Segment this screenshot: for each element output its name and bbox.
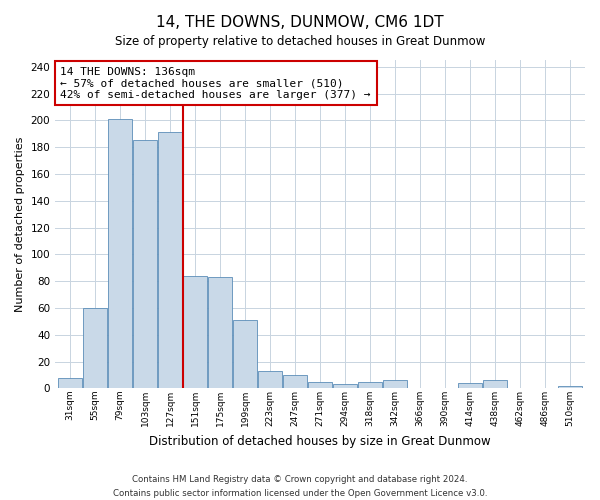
Bar: [133, 140, 157, 388]
Bar: [458, 383, 482, 388]
Bar: [558, 386, 582, 388]
Bar: [283, 375, 307, 388]
Bar: [108, 119, 132, 388]
Bar: [58, 378, 82, 388]
Bar: [233, 320, 257, 388]
Bar: [183, 276, 207, 388]
Bar: [258, 371, 282, 388]
Text: 14 THE DOWNS: 136sqm
← 57% of detached houses are smaller (510)
42% of semi-deta: 14 THE DOWNS: 136sqm ← 57% of detached h…: [61, 66, 371, 100]
Bar: [483, 380, 507, 388]
Text: Size of property relative to detached houses in Great Dunmow: Size of property relative to detached ho…: [115, 35, 485, 48]
Bar: [158, 132, 182, 388]
Bar: [358, 382, 382, 388]
Bar: [333, 384, 357, 388]
X-axis label: Distribution of detached houses by size in Great Dunmow: Distribution of detached houses by size …: [149, 434, 491, 448]
Text: 14, THE DOWNS, DUNMOW, CM6 1DT: 14, THE DOWNS, DUNMOW, CM6 1DT: [156, 15, 444, 30]
Bar: [383, 380, 407, 388]
Bar: [308, 382, 332, 388]
Bar: [208, 277, 232, 388]
Text: Contains HM Land Registry data © Crown copyright and database right 2024.
Contai: Contains HM Land Registry data © Crown c…: [113, 476, 487, 498]
Bar: [83, 308, 107, 388]
Y-axis label: Number of detached properties: Number of detached properties: [15, 136, 25, 312]
